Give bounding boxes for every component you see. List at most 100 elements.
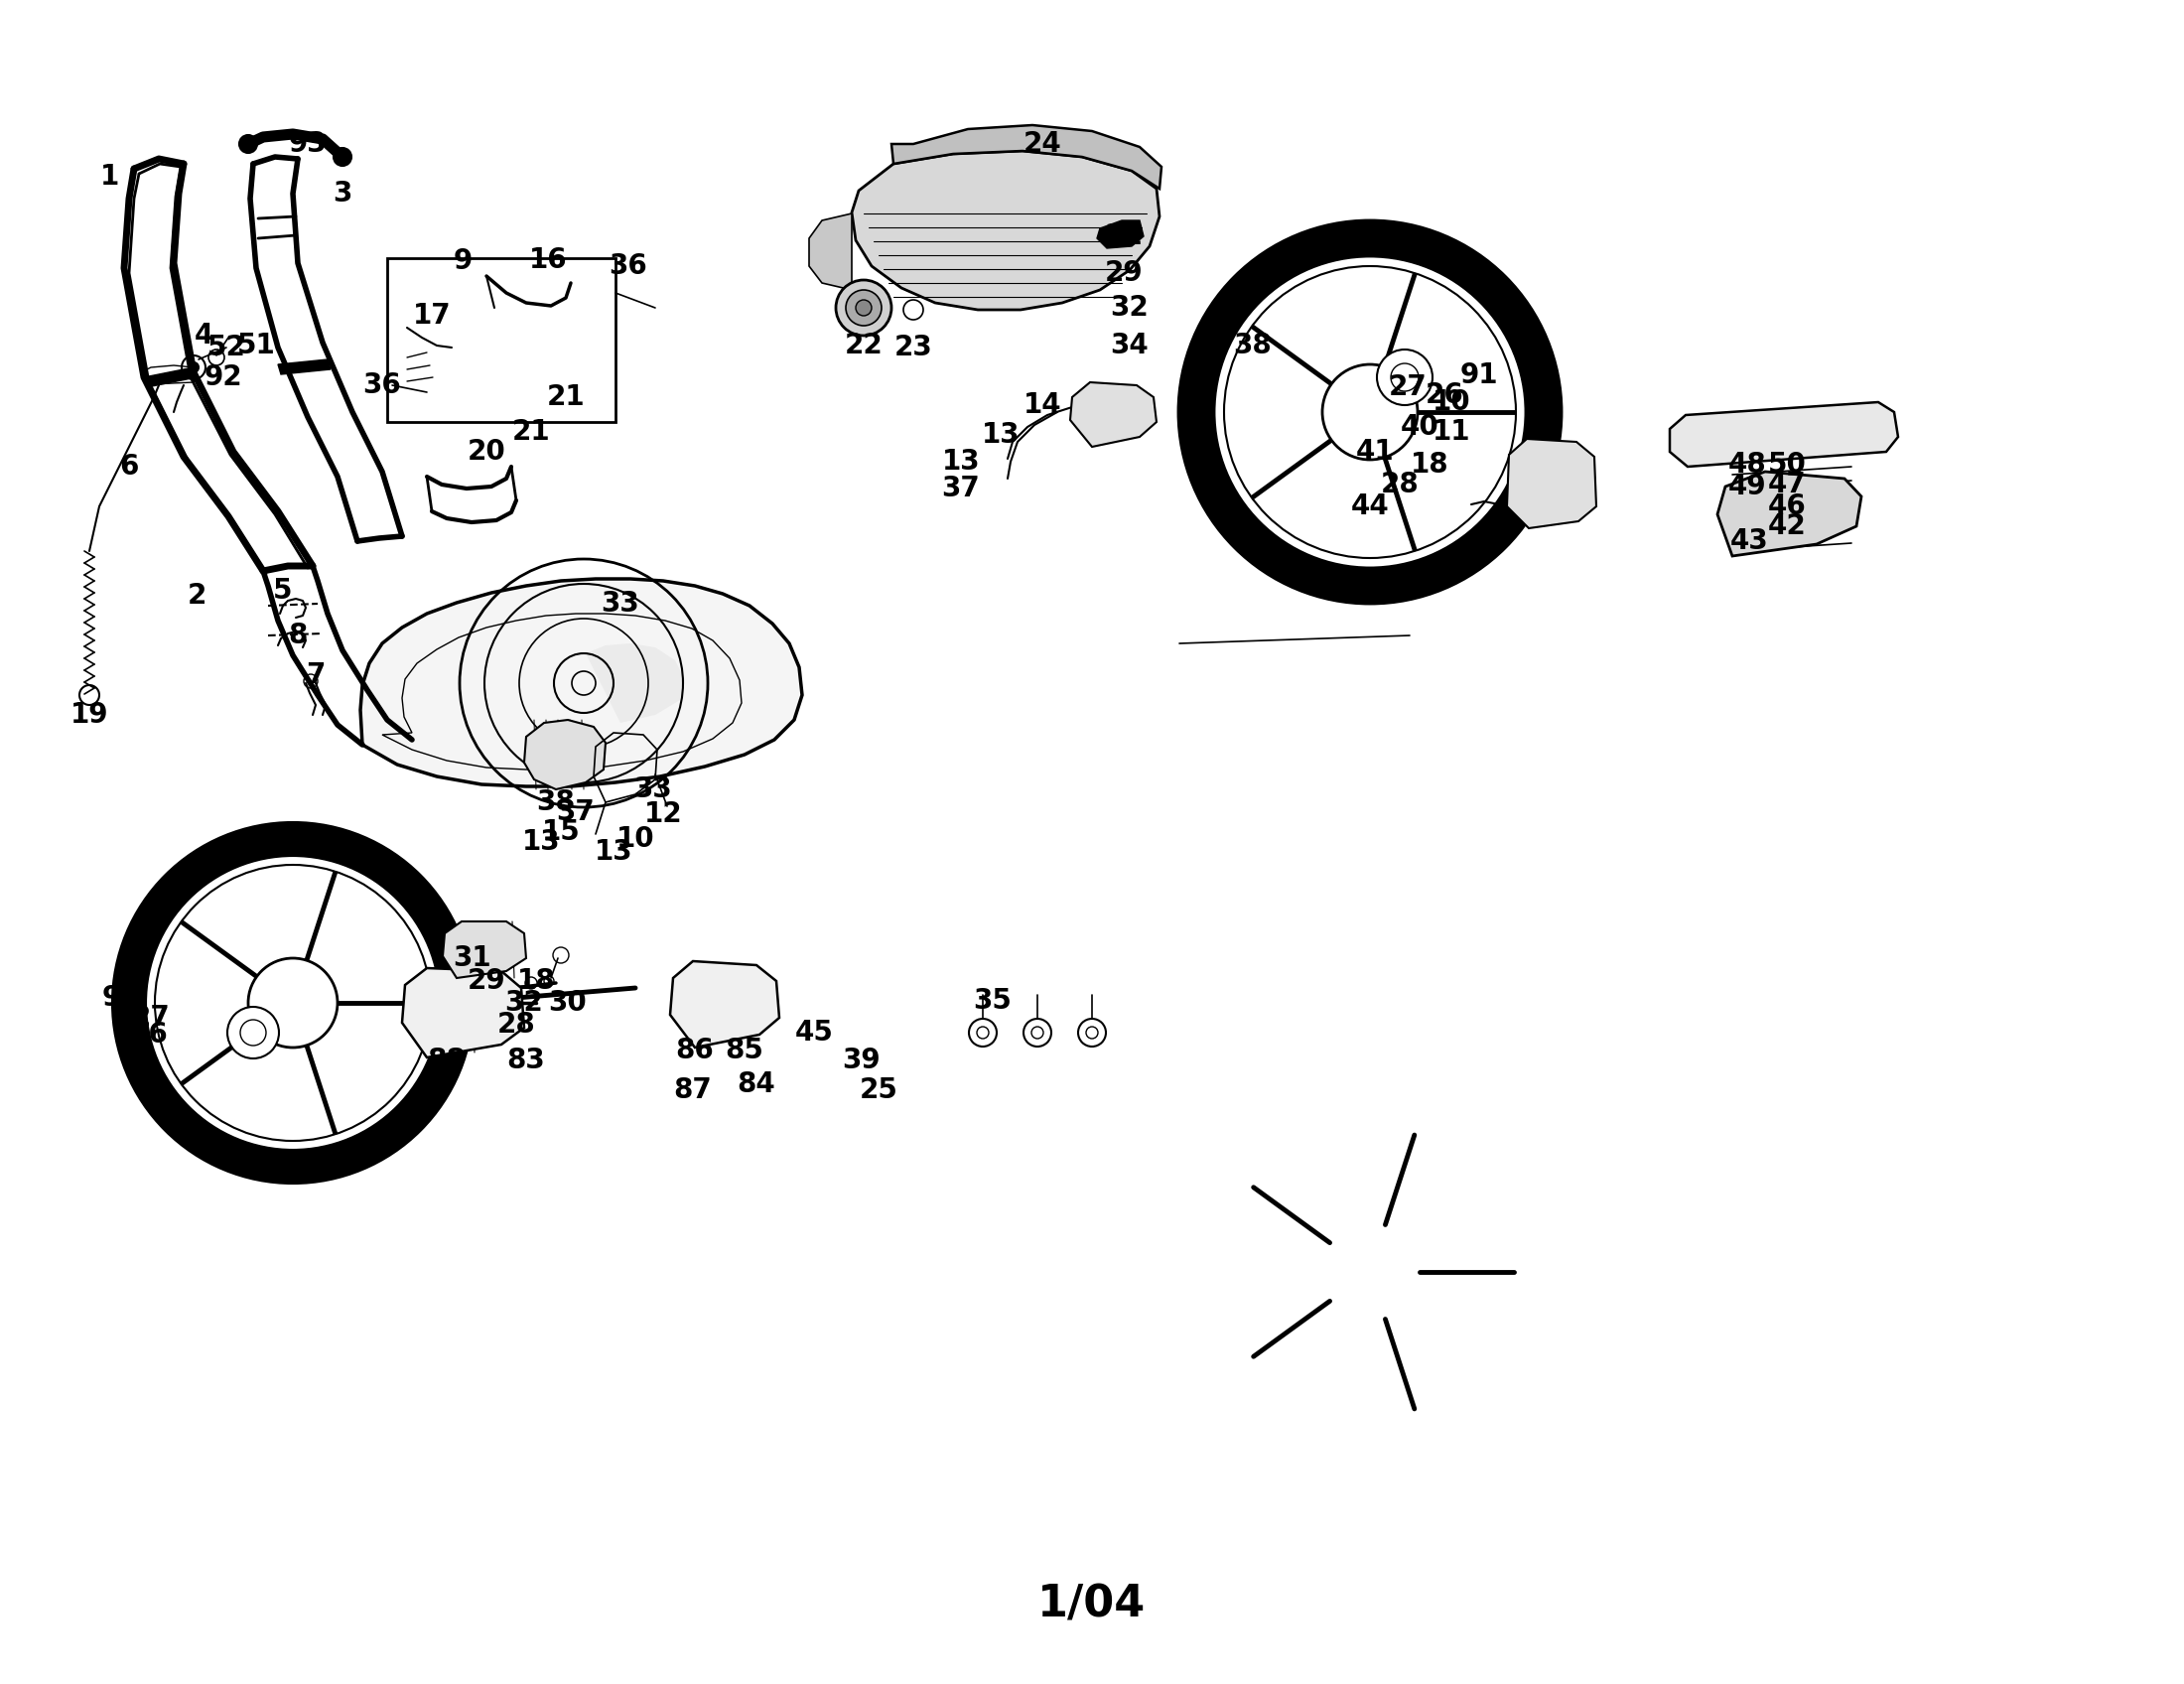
Text: 17: 17	[413, 301, 452, 330]
Text: 32: 32	[1109, 295, 1149, 322]
Text: 10: 10	[616, 825, 655, 852]
Text: 14: 14	[1022, 391, 1061, 419]
Text: 16: 16	[529, 246, 568, 274]
Text: 91: 91	[103, 983, 140, 1012]
Text: 18: 18	[518, 967, 555, 995]
Text: 28: 28	[1380, 470, 1420, 498]
Polygon shape	[277, 359, 330, 374]
Text: 31: 31	[454, 945, 491, 972]
Text: 88: 88	[428, 1046, 465, 1074]
Polygon shape	[360, 579, 802, 786]
Text: 9: 9	[452, 248, 472, 274]
Text: 11: 11	[1433, 418, 1470, 446]
Polygon shape	[1507, 440, 1597, 529]
Text: 44: 44	[1350, 492, 1389, 520]
Text: 83: 83	[507, 1046, 546, 1074]
Text: 86: 86	[675, 1037, 714, 1064]
Text: 15: 15	[542, 818, 581, 845]
Text: 13: 13	[522, 829, 561, 855]
Text: 34: 34	[1109, 332, 1149, 359]
Text: 24: 24	[1022, 130, 1061, 158]
Text: 51: 51	[236, 332, 275, 359]
Text: 38: 38	[537, 788, 574, 817]
Text: 21: 21	[546, 384, 585, 411]
Text: 92: 92	[203, 364, 242, 391]
Text: 12: 12	[644, 800, 681, 829]
Circle shape	[155, 866, 430, 1140]
Text: 33: 33	[601, 589, 640, 618]
Text: 23: 23	[893, 333, 933, 362]
Text: 21: 21	[511, 418, 550, 446]
Text: 1: 1	[100, 163, 118, 190]
Text: 7: 7	[306, 662, 325, 689]
Circle shape	[240, 135, 258, 153]
Text: 1/04: 1/04	[1037, 1583, 1147, 1627]
Circle shape	[1780, 509, 1795, 524]
Text: 10: 10	[1433, 389, 1470, 416]
Text: 13: 13	[941, 448, 981, 475]
Text: 39: 39	[843, 1046, 880, 1074]
Text: 37: 37	[557, 798, 594, 827]
Text: 13: 13	[981, 421, 1020, 450]
Text: 32: 32	[505, 989, 544, 1017]
Text: 87: 87	[673, 1076, 712, 1105]
Text: 50: 50	[1767, 451, 1806, 478]
Text: 47: 47	[1767, 470, 1806, 498]
Text: 42: 42	[1767, 512, 1806, 541]
Text: 35: 35	[974, 987, 1011, 1015]
Text: 22: 22	[845, 332, 882, 359]
Polygon shape	[144, 367, 197, 387]
Text: 84: 84	[738, 1071, 775, 1098]
Text: 49: 49	[1728, 473, 1767, 500]
Text: 8: 8	[288, 621, 308, 650]
Circle shape	[856, 300, 871, 317]
Text: 27: 27	[1389, 374, 1426, 401]
Polygon shape	[524, 719, 605, 790]
Polygon shape	[1096, 221, 1144, 248]
Text: 85: 85	[725, 1037, 764, 1064]
Circle shape	[845, 290, 882, 325]
Text: 3: 3	[332, 180, 352, 207]
Text: 26: 26	[1426, 381, 1463, 409]
Text: 25: 25	[858, 1076, 898, 1105]
Text: 19: 19	[70, 701, 109, 729]
Text: 29: 29	[467, 967, 507, 995]
Circle shape	[188, 362, 199, 372]
Circle shape	[1376, 350, 1433, 406]
Text: 31: 31	[1105, 222, 1142, 251]
Text: 29: 29	[1105, 259, 1142, 286]
Text: 40: 40	[1400, 413, 1439, 441]
Text: 20: 20	[467, 438, 507, 466]
Polygon shape	[402, 968, 524, 1058]
Circle shape	[334, 148, 352, 165]
Text: 13: 13	[594, 839, 633, 866]
Text: 41: 41	[1356, 438, 1393, 466]
Text: 91: 91	[1461, 362, 1498, 389]
Circle shape	[836, 280, 891, 335]
Text: 28: 28	[498, 1010, 535, 1039]
Text: 48: 48	[1728, 451, 1767, 478]
Circle shape	[1223, 266, 1516, 557]
Polygon shape	[1717, 472, 1861, 556]
Text: 37: 37	[941, 475, 981, 502]
Polygon shape	[891, 125, 1162, 189]
Text: 27: 27	[131, 1004, 170, 1032]
Polygon shape	[443, 921, 526, 978]
Circle shape	[227, 1007, 280, 1059]
Text: 4: 4	[194, 322, 214, 350]
Text: 36: 36	[609, 253, 649, 280]
Text: 18: 18	[1411, 451, 1448, 478]
Text: 30: 30	[548, 989, 587, 1017]
Text: 93: 93	[288, 130, 328, 158]
Text: 26: 26	[129, 1021, 168, 1049]
Text: 43: 43	[1730, 527, 1769, 556]
Text: 33: 33	[633, 775, 673, 803]
Text: 52: 52	[207, 333, 245, 362]
Polygon shape	[808, 214, 852, 290]
Polygon shape	[852, 152, 1160, 310]
Text: 6: 6	[120, 453, 138, 480]
Polygon shape	[1671, 402, 1898, 466]
Text: 38: 38	[1234, 332, 1271, 359]
Text: 2: 2	[188, 583, 205, 610]
Polygon shape	[1070, 382, 1158, 446]
